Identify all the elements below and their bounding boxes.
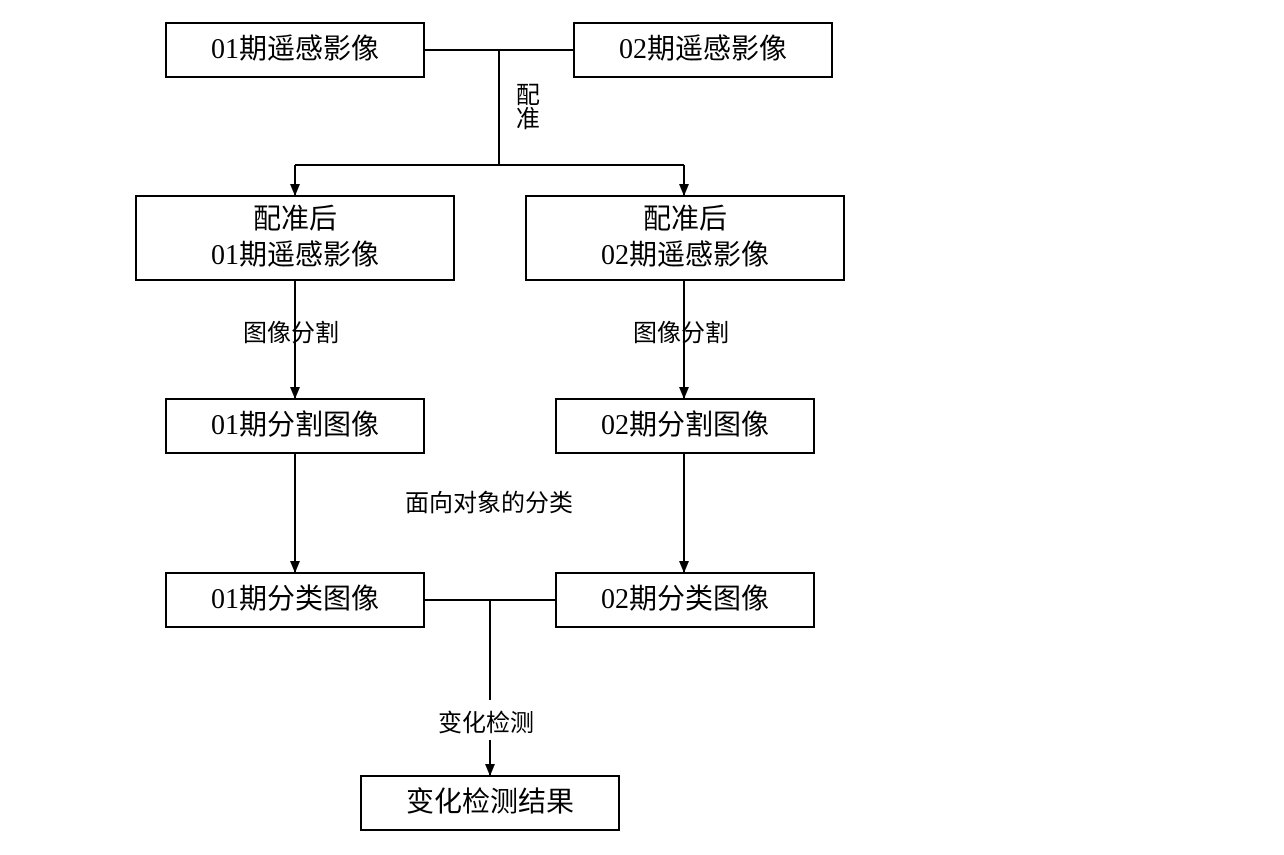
node-text: 变化检测结果 [406,785,574,821]
node-text: 02期分类图像 [601,582,769,618]
node-text-line1: 配准后 [253,202,337,238]
node-registered-02-image: 配准后 02期遥感影像 [525,195,845,281]
label-change-detection: 变化检测 [438,710,534,739]
node-change-detection-result: 变化检测结果 [360,775,620,831]
node-text: 02期遥感影像 [619,32,787,68]
node-01-segmented-image: 01期分割图像 [165,398,425,454]
node-text-line2: 02期遥感影像 [601,238,769,274]
node-text-line2: 01期遥感影像 [211,238,379,274]
node-02-classified-image: 02期分类图像 [555,572,815,628]
label-object-classification: 面向对象的分类 [405,490,573,519]
node-01-remote-sensing-image: 01期遥感影像 [165,22,425,78]
label-registration: 配准 [511,82,537,130]
node-01-classified-image: 01期分类图像 [165,572,425,628]
node-text: 01期分类图像 [211,582,379,618]
label-segmentation-left: 图像分割 [243,320,339,349]
node-text-line1: 配准后 [643,202,727,238]
node-02-segmented-image: 02期分割图像 [555,398,815,454]
node-text: 01期遥感影像 [211,32,379,68]
node-02-remote-sensing-image: 02期遥感影像 [573,22,833,78]
node-text: 02期分割图像 [601,408,769,444]
node-registered-01-image: 配准后 01期遥感影像 [135,195,455,281]
label-segmentation-right: 图像分割 [633,320,729,349]
node-text: 01期分割图像 [211,408,379,444]
